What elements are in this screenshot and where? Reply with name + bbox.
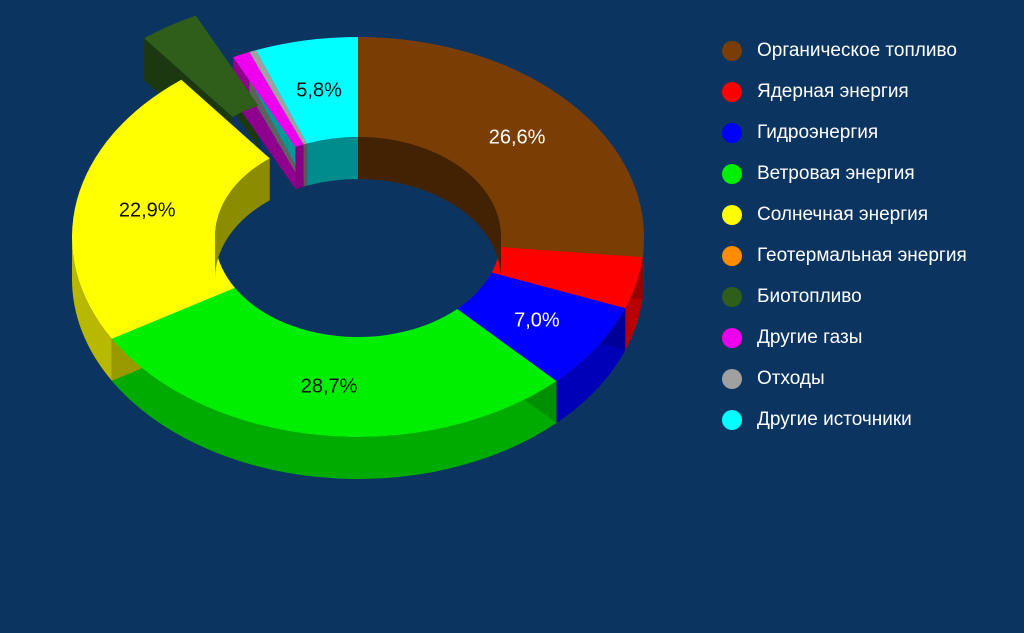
legend-swatch: [722, 286, 742, 307]
slice-inner-wall: [295, 144, 304, 190]
slice-outer-wall: [72, 237, 112, 381]
legend-item: Ветровая энергия: [722, 153, 967, 194]
legend-label: Органическое топливо: [757, 39, 957, 61]
legend-swatch: [722, 409, 742, 430]
legend-label: Ядерная энергия: [757, 80, 909, 102]
slice-top: [144, 15, 259, 117]
slice-top: [491, 247, 643, 309]
slice-cut-face: [232, 57, 296, 190]
legend-label: Геотермальная энергия: [757, 244, 967, 266]
slice-inner-wall: [307, 137, 358, 186]
legend-label: Другие источники: [757, 408, 912, 430]
legend-label: Гидроэнергия: [757, 121, 879, 143]
data-label: 28,7%: [301, 376, 358, 398]
legend-item: Органическое топливо: [722, 30, 967, 71]
legend-item: Ядерная энергия: [722, 71, 967, 112]
legend-swatch: [722, 204, 742, 225]
legend: Органическое топливо Ядерная энергия Гид…: [722, 30, 967, 440]
slice-top: [358, 37, 645, 258]
slice-inner-wall: [303, 143, 308, 187]
legend-item: Гидроэнергия: [722, 112, 967, 153]
legend-item: Другие источники: [722, 399, 967, 440]
slice-top: [249, 50, 308, 145]
slice-inner-wall: [358, 137, 501, 279]
legend-swatch: [722, 368, 742, 389]
legend-swatch: [722, 163, 742, 184]
slice-top: [111, 287, 557, 437]
legend-label: Солнечная энергия: [757, 203, 929, 225]
legend-item: Биотопливо: [722, 276, 967, 317]
legend-label: Ветровая энергия: [757, 162, 915, 184]
slice-top: [71, 79, 270, 339]
legend-label: Отходы: [757, 367, 825, 389]
data-label: 5,8%: [296, 80, 342, 102]
legend-swatch: [722, 327, 742, 348]
legend-swatch: [722, 122, 742, 143]
legend-item: Другие газы: [722, 317, 967, 358]
legend-item: Геотермальная энергия: [722, 235, 967, 276]
data-label: 22,9%: [119, 199, 176, 221]
slice-tops: [71, 15, 645, 437]
slice-top: [232, 51, 304, 148]
data-label: 7,0%: [514, 310, 560, 332]
data-label: 26,6%: [489, 126, 546, 148]
legend-item: Солнечная энергия: [722, 194, 967, 235]
slice-outer-wall: [642, 237, 644, 300]
legend-item: Отходы: [722, 358, 967, 399]
legend-label: Биотопливо: [757, 285, 862, 307]
legend-swatch: [722, 81, 742, 102]
legend-swatch: [722, 40, 742, 61]
slice-top: [457, 272, 626, 382]
slice-outer-wall: [111, 338, 557, 479]
slice-top: [256, 37, 358, 144]
legend-label: Другие газы: [757, 326, 863, 348]
data-labels: 26,6% 7,0% 28,7% 22,9% 5,8%: [119, 80, 560, 398]
legend-swatch: [722, 245, 742, 266]
slice-inner-wall: [215, 158, 270, 279]
inner-walls: [215, 137, 501, 279]
